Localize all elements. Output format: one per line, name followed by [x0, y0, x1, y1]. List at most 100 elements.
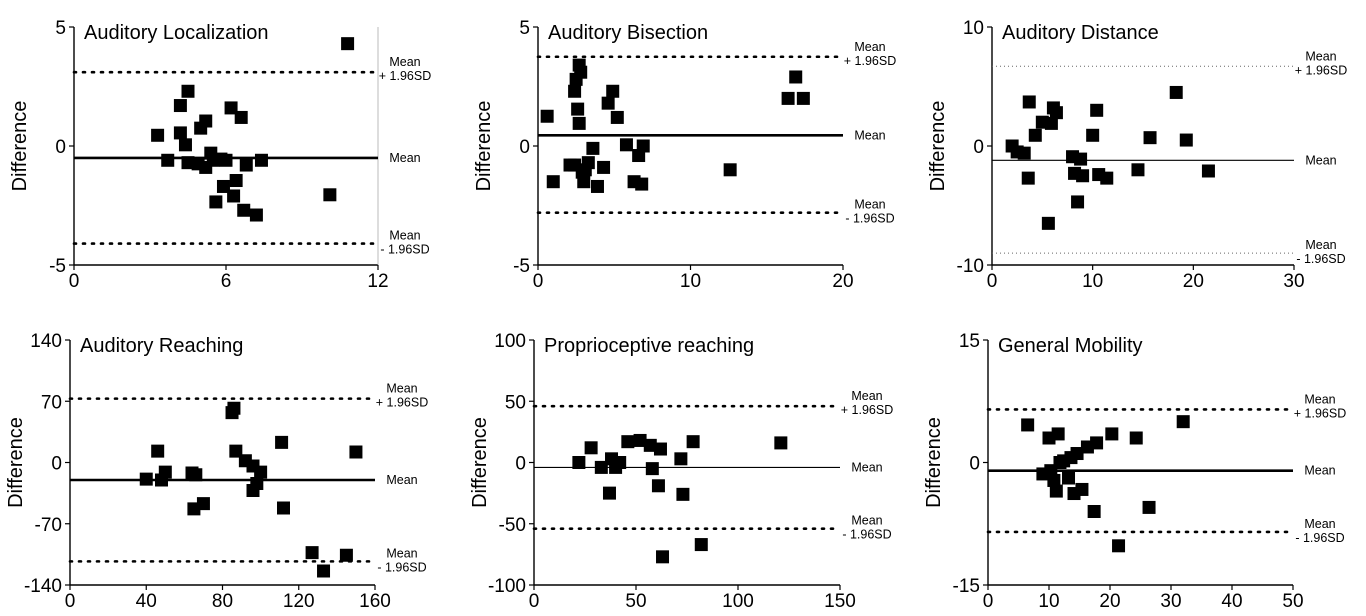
- data-point: [1044, 116, 1058, 130]
- upper-limit-label: Mean: [386, 382, 417, 396]
- x-tick-label: 0: [69, 271, 80, 292]
- data-point: [341, 37, 355, 51]
- x-tick-label: 10: [680, 271, 701, 292]
- y-tick-label: 140: [30, 331, 62, 352]
- chart-panel: -100 -50 0 50 100 0 50 100 150 Difference Proprioc…: [469, 331, 893, 612]
- data-point: [572, 456, 586, 469]
- data-point: [590, 179, 604, 193]
- data-point: [723, 163, 737, 177]
- data-point: [178, 138, 192, 152]
- y-tick-label: -5: [49, 256, 66, 277]
- data-point: [643, 438, 657, 452]
- x-tick-label: 80: [212, 591, 233, 612]
- data-point: [572, 116, 586, 130]
- y-axis-label: Difference: [473, 101, 495, 192]
- chart-title: Auditory Localization: [84, 22, 269, 44]
- chart-panel: -140 -70 0 70 140 0 40 80 120 160 Difference Audito…: [5, 331, 428, 612]
- x-tick-label: 10: [1038, 591, 1059, 612]
- data-point: [1100, 171, 1114, 185]
- data-point: [581, 156, 595, 170]
- data-point: [1041, 216, 1055, 230]
- y-tick-label: 0: [969, 454, 980, 475]
- data-point: [339, 548, 353, 562]
- x-tick-label: 20: [1183, 271, 1204, 292]
- data-point: [636, 139, 650, 153]
- y-tick-label: 0: [973, 137, 984, 158]
- data-point: [1021, 418, 1035, 432]
- y-tick-label: 0: [519, 137, 530, 158]
- lower-limit-label: - 1.96SD: [377, 560, 426, 574]
- data-point: [1017, 146, 1031, 160]
- upper-limit-label: + 1.96SD: [844, 54, 896, 68]
- y-tick-label: 5: [55, 18, 66, 39]
- x-tick-label: 20: [832, 271, 853, 292]
- data-point: [1090, 436, 1104, 450]
- data-point: [601, 96, 615, 110]
- mean-line-label: Mean: [386, 473, 417, 487]
- data-point: [229, 174, 243, 188]
- data-point: [1087, 505, 1101, 518]
- x-tick-label: 50: [625, 591, 646, 612]
- data-point: [621, 435, 635, 449]
- data-point: [645, 462, 659, 476]
- data-point: [139, 472, 153, 486]
- data-point: [209, 195, 223, 209]
- data-point: [1028, 128, 1042, 142]
- y-axis-label: Difference: [927, 101, 949, 192]
- data-point: [789, 70, 803, 84]
- data-point: [586, 141, 600, 155]
- x-tick-label: 160: [359, 591, 391, 612]
- lower-limit-label: Mean: [1304, 517, 1335, 531]
- x-tick-label: 12: [367, 271, 388, 292]
- data-point: [219, 153, 233, 167]
- data-point: [1076, 169, 1090, 183]
- x-tick-label: 100: [722, 591, 754, 612]
- x-tick-label: 50: [1282, 591, 1303, 612]
- y-tick-label: -10: [957, 256, 984, 277]
- data-point: [1129, 431, 1143, 445]
- data-point: [239, 158, 253, 172]
- data-point: [1143, 131, 1157, 145]
- chart-title: General Mobility: [998, 335, 1143, 357]
- data-point: [656, 550, 670, 564]
- data-point: [151, 128, 165, 142]
- y-tick-label: 0: [515, 454, 526, 475]
- data-point: [277, 501, 290, 515]
- upper-limit-label: + 1.96SD: [379, 69, 431, 83]
- data-point: [199, 114, 213, 128]
- y-tick-label: 5: [519, 18, 530, 39]
- data-point: [1131, 163, 1145, 177]
- y-tick-label: 10: [963, 18, 984, 39]
- mean-line-label: Mean: [854, 128, 885, 142]
- upper-limit-label: + 1.96SD: [1294, 406, 1346, 420]
- mean-line-label: Mean: [389, 151, 420, 165]
- x-tick-label: 20: [1099, 591, 1120, 612]
- data-point: [674, 452, 688, 466]
- x-tick-label: 0: [65, 591, 76, 612]
- data-point: [158, 465, 172, 479]
- data-point: [1075, 482, 1089, 496]
- data-point: [606, 84, 620, 98]
- x-tick-label: 30: [1283, 271, 1304, 292]
- data-point: [619, 138, 633, 152]
- data-point: [1169, 85, 1183, 99]
- data-point: [189, 468, 203, 482]
- data-point: [1022, 95, 1036, 109]
- lower-limit-label: - 1.96SD: [842, 528, 891, 542]
- upper-limit-label: Mean: [1304, 392, 1335, 406]
- data-point: [317, 564, 331, 578]
- data-point: [1176, 415, 1190, 429]
- x-tick-label: 6: [221, 271, 232, 292]
- data-point: [651, 479, 665, 493]
- data-point: [571, 102, 585, 116]
- data-point: [676, 487, 690, 501]
- mean-line-label: Mean: [851, 460, 882, 474]
- data-point: [1062, 471, 1076, 485]
- x-tick-label: 0: [529, 591, 540, 612]
- data-point: [694, 538, 708, 552]
- data-point: [161, 153, 175, 167]
- lower-limit-label: Mean: [851, 514, 882, 528]
- data-point: [774, 436, 788, 450]
